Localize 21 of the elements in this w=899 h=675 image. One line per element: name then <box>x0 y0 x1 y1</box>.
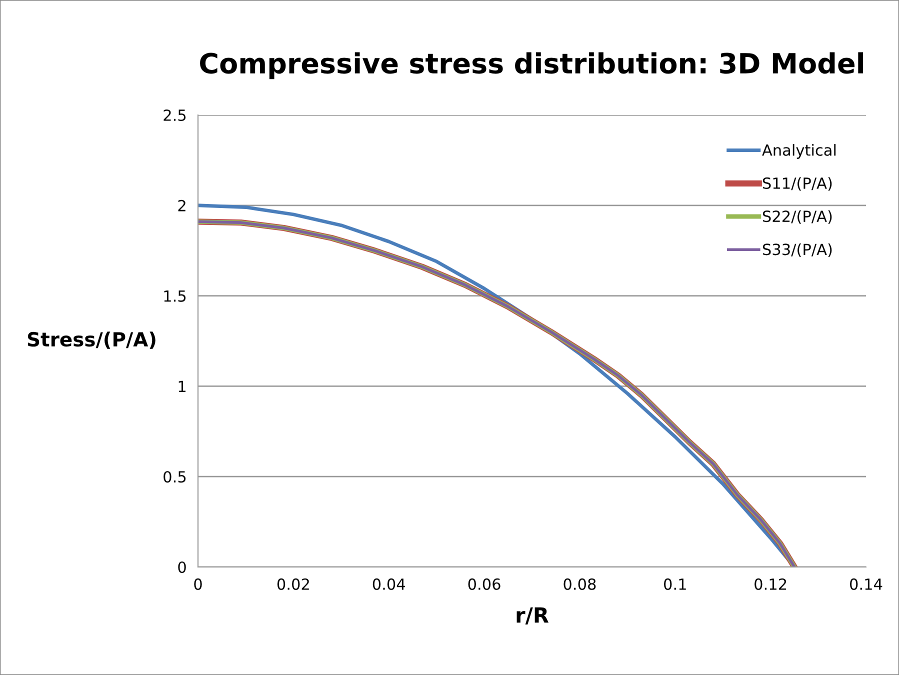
y-tick-label: 2 <box>178 200 186 212</box>
x-tick-label: 0.08 <box>564 578 596 590</box>
legend-label: S22/(P/A) <box>762 210 832 224</box>
y-tick-label: 1 <box>178 380 186 392</box>
legend-label: S33/(P/A) <box>762 243 832 258</box>
x-tick-label: 0.04 <box>372 578 406 590</box>
y-tick-label: 1.5 <box>164 290 186 302</box>
y-tick-label: 2.5 <box>164 109 186 122</box>
x-tick-label: 0.02 <box>277 578 309 590</box>
y-tick-label: 0.5 <box>164 471 186 483</box>
legend-label: Analytical <box>762 144 836 159</box>
x-tick-label: 0.1 <box>664 578 686 590</box>
legend-label: S11/(P/A) <box>762 177 832 191</box>
x-tick-label: 0.06 <box>468 578 500 590</box>
chart-title: Compressive stress distribution: 3D Model <box>200 52 864 80</box>
x-tick-label: 0.14 <box>850 578 882 590</box>
x-tick-label: 0 <box>194 578 202 590</box>
x-axis-title: r/R <box>516 607 549 625</box>
x-tick-label: 0.12 <box>754 578 786 590</box>
y-tick-label: 0 <box>178 561 186 574</box>
y-axis-title: Stress/(P/A) <box>28 332 156 349</box>
